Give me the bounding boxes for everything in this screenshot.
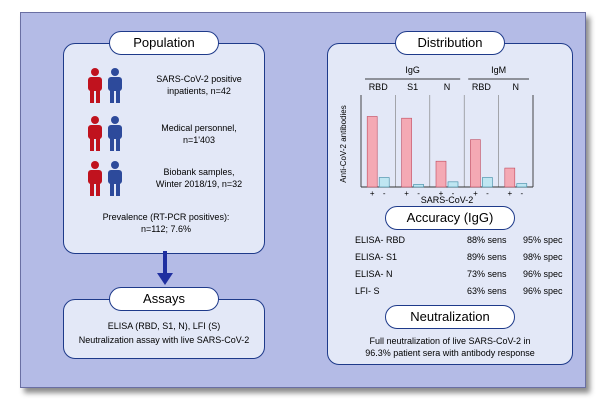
tick-label-minus: - bbox=[520, 189, 523, 198]
tick-label-plus: + bbox=[507, 189, 512, 198]
group-1-label: SARS-CoV-2 positive inpatients, n=42 bbox=[139, 73, 259, 97]
down-arrow-icon bbox=[157, 251, 173, 285]
prevalence-label: Prevalence (RT-PCR positives): n=112; 7.… bbox=[71, 211, 261, 235]
group-3-line1: Biobank samples, bbox=[163, 167, 235, 177]
class-label-igm: IgM bbox=[491, 65, 506, 75]
bar-negative bbox=[378, 177, 390, 188]
accuracy-table: ELISA- RBD 88% sens 95% spec ELISA- S1 8… bbox=[327, 234, 573, 304]
group-1-line1: SARS-CoV-2 positive bbox=[156, 74, 242, 84]
prevalence-line1: Prevalence (RT-PCR positives): bbox=[102, 212, 230, 222]
tick-label-plus: + bbox=[370, 189, 375, 198]
group-2-line2: n=1'403 bbox=[182, 135, 215, 145]
group-3-label: Biobank samples, Winter 2018/19, n=32 bbox=[139, 166, 259, 190]
accuracy-assay: LFI- S bbox=[355, 286, 380, 296]
group-1-line2: inpatients, n=42 bbox=[167, 86, 231, 96]
neutralization-title: Neutralization bbox=[385, 305, 515, 329]
group-3-line2: Winter 2018/19, n=32 bbox=[155, 179, 243, 189]
people-icon-group-3 bbox=[88, 161, 122, 196]
prevalence-line2: n=112; 7.6% bbox=[140, 224, 192, 234]
tick-label-minus: - bbox=[383, 189, 386, 198]
person-red-icon bbox=[88, 161, 102, 196]
bar-negative bbox=[447, 181, 459, 188]
accuracy-assay: ELISA- S1 bbox=[355, 252, 398, 262]
y-axis-label: Anti-CoV-2 antibodies bbox=[339, 105, 348, 182]
figure-frame: Population SARS-CoV-2 positive inpatient… bbox=[20, 12, 586, 388]
assay-label: RBD bbox=[369, 82, 389, 92]
accuracy-assay: ELISA- N bbox=[355, 269, 393, 279]
person-blue-icon bbox=[108, 68, 122, 103]
bar-negative bbox=[482, 177, 493, 188]
bar-positive bbox=[401, 117, 412, 188]
group-2-line1: Medical personnel, bbox=[161, 123, 237, 133]
accuracy-sens: 63% sens bbox=[467, 286, 507, 296]
distribution-panel bbox=[327, 43, 573, 365]
assays-line2: Neutralization assay with live SARS-CoV-… bbox=[78, 335, 250, 345]
people-icon-group-1 bbox=[88, 68, 122, 103]
assays-title: Assays bbox=[109, 287, 219, 311]
bar-negative bbox=[413, 184, 424, 188]
accuracy-assay: ELISA- RBD bbox=[355, 235, 406, 245]
tick-label-minus: - bbox=[417, 189, 420, 198]
group-2-label: Medical personnel, n=1'403 bbox=[139, 122, 259, 146]
person-blue-icon bbox=[108, 161, 122, 196]
people-icon-group-2 bbox=[88, 116, 122, 151]
neutralization-line2: 96.3% patient sera with antibody respons… bbox=[365, 348, 535, 358]
accuracy-spec: 96% spec bbox=[523, 269, 563, 279]
assays-text: ELISA (RBD, S1, N), LFI (S) Neutralizati… bbox=[65, 319, 263, 347]
assay-label: S1 bbox=[407, 82, 418, 92]
bar-positive bbox=[504, 167, 516, 188]
neutralization-text: Full neutralization of live SARS-CoV-2 i… bbox=[327, 335, 573, 359]
accuracy-sens: 89% sens bbox=[467, 252, 507, 262]
bar-negative bbox=[516, 183, 528, 188]
accuracy-spec: 96% spec bbox=[523, 286, 563, 296]
tick-label-minus: - bbox=[486, 189, 489, 198]
bar-positive bbox=[435, 160, 447, 188]
person-red-icon bbox=[88, 116, 102, 151]
class-label-igg: IgG bbox=[405, 65, 420, 75]
assay-label: RBD bbox=[472, 82, 492, 92]
assay-label: N bbox=[513, 82, 520, 92]
neutralization-line1: Full neutralization of live SARS-CoV-2 i… bbox=[369, 336, 531, 346]
bar-positive bbox=[470, 139, 481, 188]
tick-label-plus: + bbox=[404, 189, 409, 198]
accuracy-sens: 73% sens bbox=[467, 269, 507, 279]
tick-label-plus: + bbox=[439, 189, 444, 198]
population-title: Population bbox=[109, 31, 219, 55]
person-red-icon bbox=[88, 68, 102, 103]
x-axis-label: SARS-CoV-2 bbox=[421, 195, 474, 205]
person-blue-icon bbox=[108, 116, 122, 151]
tick-label-minus: - bbox=[452, 189, 455, 198]
assays-line1: ELISA (RBD, S1, N), LFI (S) bbox=[107, 321, 221, 331]
accuracy-sens: 88% sens bbox=[467, 235, 507, 245]
accuracy-spec: 95% spec bbox=[523, 235, 563, 245]
assay-label: N bbox=[444, 82, 451, 92]
bar-positive bbox=[366, 116, 378, 188]
distribution-title: Distribution bbox=[395, 31, 505, 55]
accuracy-title: Accuracy (IgG) bbox=[385, 206, 515, 230]
tick-label-plus: + bbox=[473, 189, 478, 198]
accuracy-spec: 98% spec bbox=[523, 252, 563, 262]
